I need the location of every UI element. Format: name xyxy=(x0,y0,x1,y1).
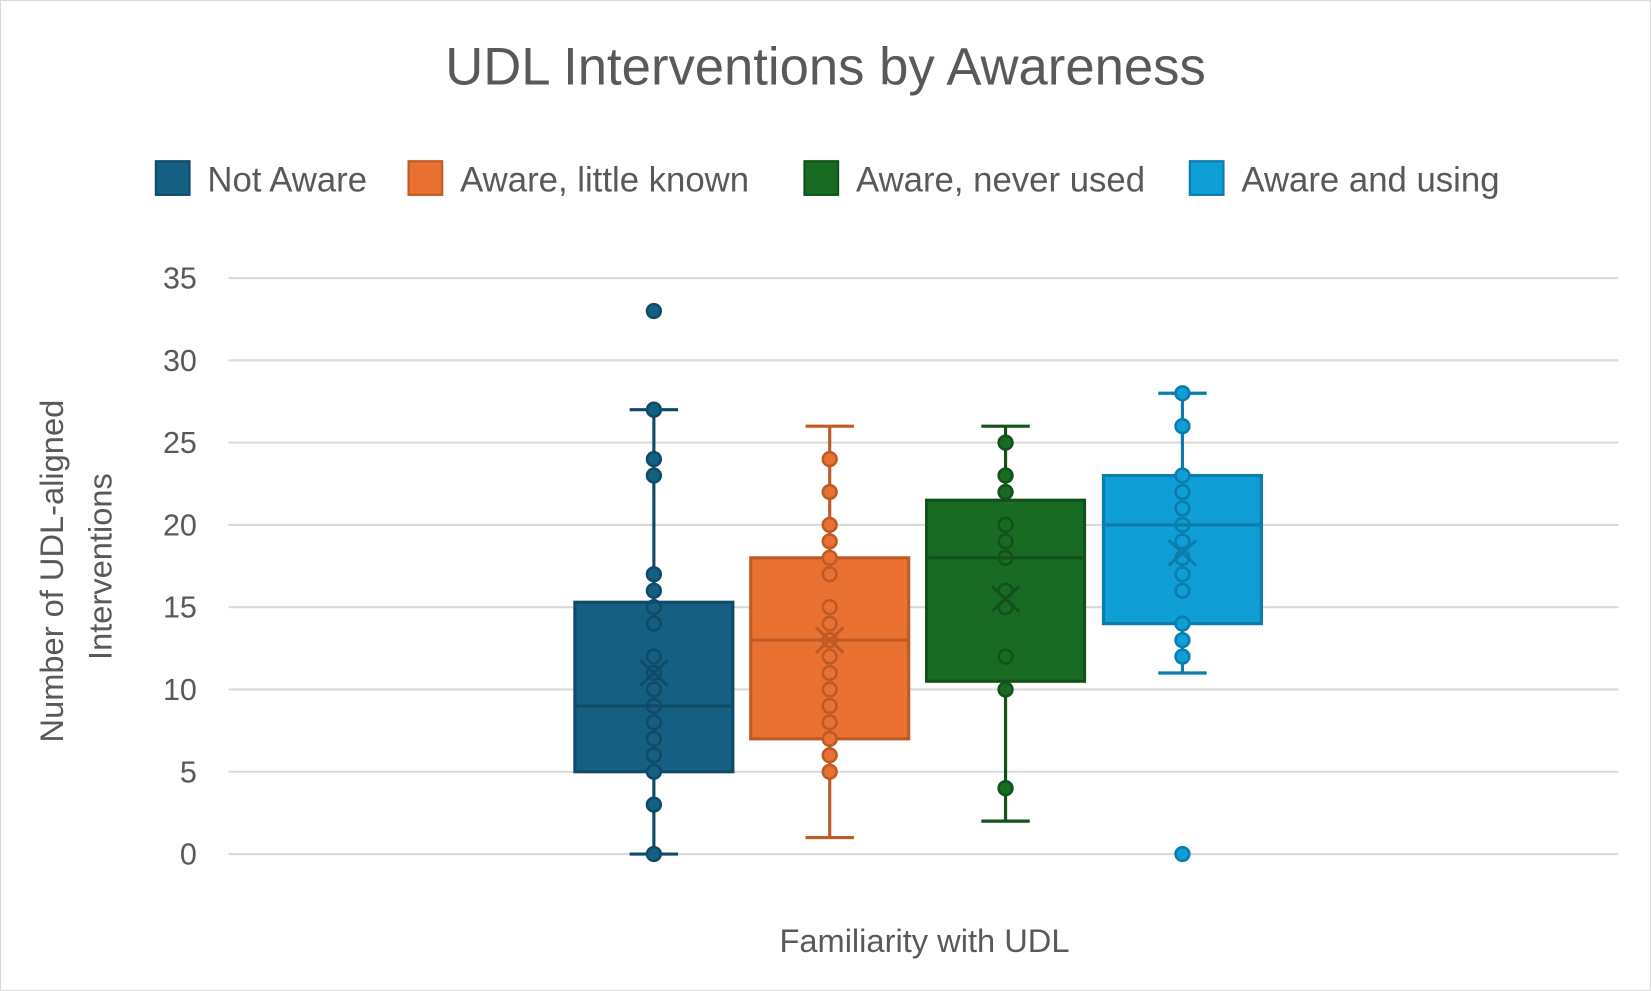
data-point xyxy=(821,697,838,715)
data-point xyxy=(997,681,1014,698)
box-iqr xyxy=(1101,473,1263,626)
y-tick-label: 30 xyxy=(163,344,197,378)
data-point xyxy=(1174,631,1191,649)
data-point xyxy=(645,796,663,813)
y-axis-label: Number of UDL-aligned Interventions xyxy=(33,391,118,743)
data-point xyxy=(645,450,663,468)
mean-marker xyxy=(814,626,845,654)
data-point xyxy=(645,566,663,583)
data-point xyxy=(645,681,663,698)
data-point xyxy=(645,730,663,747)
data-point xyxy=(997,483,1014,501)
data-point xyxy=(645,697,663,715)
data-point xyxy=(821,714,838,731)
data-point xyxy=(821,681,838,698)
data-point xyxy=(645,763,663,780)
box-aware-never-used xyxy=(925,424,1087,823)
data-point xyxy=(645,845,663,863)
data-point xyxy=(645,401,663,418)
y-tick-label: 0 xyxy=(180,838,197,872)
data-point xyxy=(821,615,838,632)
data-point xyxy=(821,631,838,649)
y-axis-ticks: 0 5 10 15 20 25 30 35 xyxy=(163,262,197,872)
data-point xyxy=(645,714,663,731)
legend-label: Aware, never used xyxy=(856,162,1145,200)
outlier-point xyxy=(1174,845,1191,863)
y-tick-label: 15 xyxy=(163,591,197,625)
x-axis-label: Familiarity with UDL xyxy=(779,922,1069,959)
data-point xyxy=(1174,533,1191,550)
legend-label: Aware and using xyxy=(1241,162,1499,200)
boxes xyxy=(573,302,1263,863)
data-point xyxy=(645,467,663,484)
box-iqr xyxy=(749,556,911,741)
data-point xyxy=(997,467,1014,484)
data-point xyxy=(1174,467,1191,484)
box-aware-little-known xyxy=(749,424,911,840)
data-point xyxy=(997,434,1014,451)
data-point xyxy=(821,566,838,583)
data-point xyxy=(821,648,838,665)
data-point xyxy=(645,747,663,764)
legend: Not Aware Aware, little known Aware, never… xyxy=(154,160,1500,200)
data-point xyxy=(821,747,838,764)
outlier-point xyxy=(645,302,663,320)
y-axis-label-line-2: Interventions xyxy=(82,473,119,660)
data-point xyxy=(1174,582,1191,599)
data-point xyxy=(821,549,838,566)
data-point xyxy=(1174,483,1191,501)
mean-marker xyxy=(990,585,1021,613)
mean-marker xyxy=(639,659,669,687)
data-point xyxy=(1174,385,1191,402)
legend-swatch xyxy=(803,160,840,196)
chart-title: UDL Interventions by Awareness xyxy=(445,37,1206,96)
legend-swatch xyxy=(154,160,191,196)
data-point xyxy=(1174,648,1191,665)
y-tick-label: 35 xyxy=(163,262,197,296)
box-iqr xyxy=(925,498,1087,683)
data-point xyxy=(821,763,838,780)
data-point xyxy=(821,450,838,468)
legend-swatch xyxy=(407,160,444,196)
data-point xyxy=(645,582,663,599)
box-aware-and-using xyxy=(1101,385,1263,863)
data-point xyxy=(821,730,838,747)
data-point xyxy=(997,648,1014,665)
legend-label: Not Aware xyxy=(207,162,367,200)
data-point xyxy=(1174,615,1191,632)
data-point xyxy=(1174,500,1191,517)
data-point xyxy=(997,780,1014,797)
data-point xyxy=(645,664,663,682)
data-point xyxy=(645,648,663,665)
data-point xyxy=(997,549,1014,566)
y-tick-label: 25 xyxy=(163,426,197,460)
data-point xyxy=(821,533,838,550)
legend-label: Aware, little known xyxy=(460,162,749,200)
mean-marker xyxy=(1167,539,1198,567)
y-tick-label: 20 xyxy=(163,508,197,542)
data-point xyxy=(997,533,1014,550)
data-point xyxy=(1174,516,1191,534)
data-point xyxy=(821,599,838,616)
y-tick-label: 5 xyxy=(180,755,197,789)
data-point xyxy=(821,664,838,682)
legend-swatch xyxy=(1188,160,1225,196)
y-axis-label-line-1: Number of UDL-aligned xyxy=(33,400,70,743)
data-point xyxy=(997,516,1014,534)
data-point xyxy=(1174,566,1191,583)
data-point xyxy=(1174,418,1191,435)
data-point xyxy=(645,599,663,616)
y-tick-label: 10 xyxy=(163,673,197,707)
data-point xyxy=(821,483,838,501)
data-point xyxy=(645,615,663,632)
box-not-aware xyxy=(573,302,735,863)
data-point xyxy=(821,516,838,534)
gridlines xyxy=(228,277,1619,856)
